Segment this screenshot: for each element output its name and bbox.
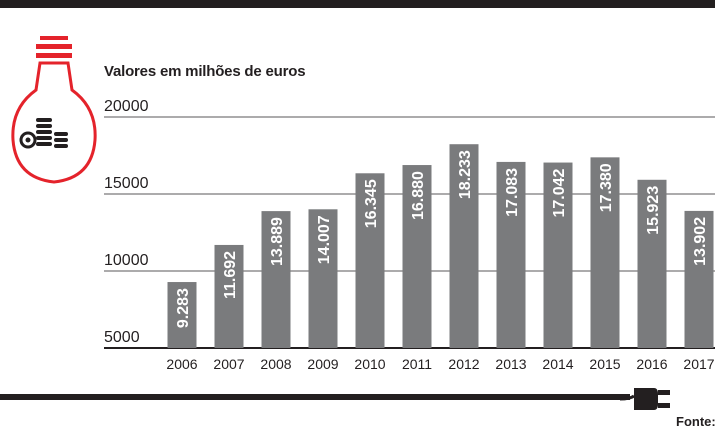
- source-label: Fonte:: [676, 414, 715, 429]
- data-label: 17.083: [504, 168, 521, 217]
- x-tick-label: 2014: [542, 356, 573, 372]
- x-tick-label: 2017: [683, 356, 714, 372]
- x-tick-label: 2006: [166, 356, 197, 372]
- x-tick-label: 2016: [636, 356, 667, 372]
- bar: [637, 179, 667, 348]
- bar: [590, 157, 620, 348]
- data-label: 9.283: [175, 288, 192, 328]
- data-label: 13.889: [269, 217, 286, 266]
- data-label: 15.923: [645, 186, 662, 235]
- bar: [308, 209, 338, 348]
- x-tick-label: 2009: [307, 356, 338, 372]
- data-label: 18.233: [457, 150, 474, 199]
- top-frame-line: [0, 0, 715, 8]
- y-tick-label: 5000: [104, 329, 140, 346]
- bar: [355, 173, 385, 348]
- y-tick-label: 10000: [104, 252, 149, 269]
- data-label: 13.902: [692, 217, 709, 266]
- bar: [496, 161, 526, 348]
- bar: [402, 165, 432, 348]
- bar: [684, 210, 714, 348]
- power-plug-icon: [620, 388, 670, 410]
- data-label: 16.345: [363, 179, 380, 228]
- x-tick-label: 2012: [448, 356, 479, 372]
- x-tick-label: 2007: [213, 356, 244, 372]
- data-label: 17.042: [551, 168, 568, 217]
- data-label: 14.007: [316, 215, 333, 264]
- x-tick-label: 2013: [495, 356, 526, 372]
- data-label: 11.692: [222, 251, 239, 299]
- bottom-frame-line: [0, 394, 630, 400]
- x-tick-label: 2015: [589, 356, 620, 372]
- data-label: 16.880: [410, 171, 427, 220]
- y-tick-label: 15000: [104, 175, 149, 192]
- bar: [214, 244, 244, 348]
- lightbulb-coins-icon: [11, 36, 97, 184]
- bar: [543, 162, 573, 348]
- x-tick-label: 2008: [260, 356, 291, 372]
- x-tick-label: 2010: [354, 356, 385, 372]
- x-tick-label: 2011: [402, 356, 432, 372]
- y-tick-label: 20000: [104, 98, 149, 115]
- bar: [449, 144, 479, 348]
- bar: [261, 211, 291, 348]
- chart-subtitle: Valores em milhões de euros: [104, 63, 306, 80]
- bar: [167, 282, 197, 348]
- data-label: 17.380: [598, 163, 615, 212]
